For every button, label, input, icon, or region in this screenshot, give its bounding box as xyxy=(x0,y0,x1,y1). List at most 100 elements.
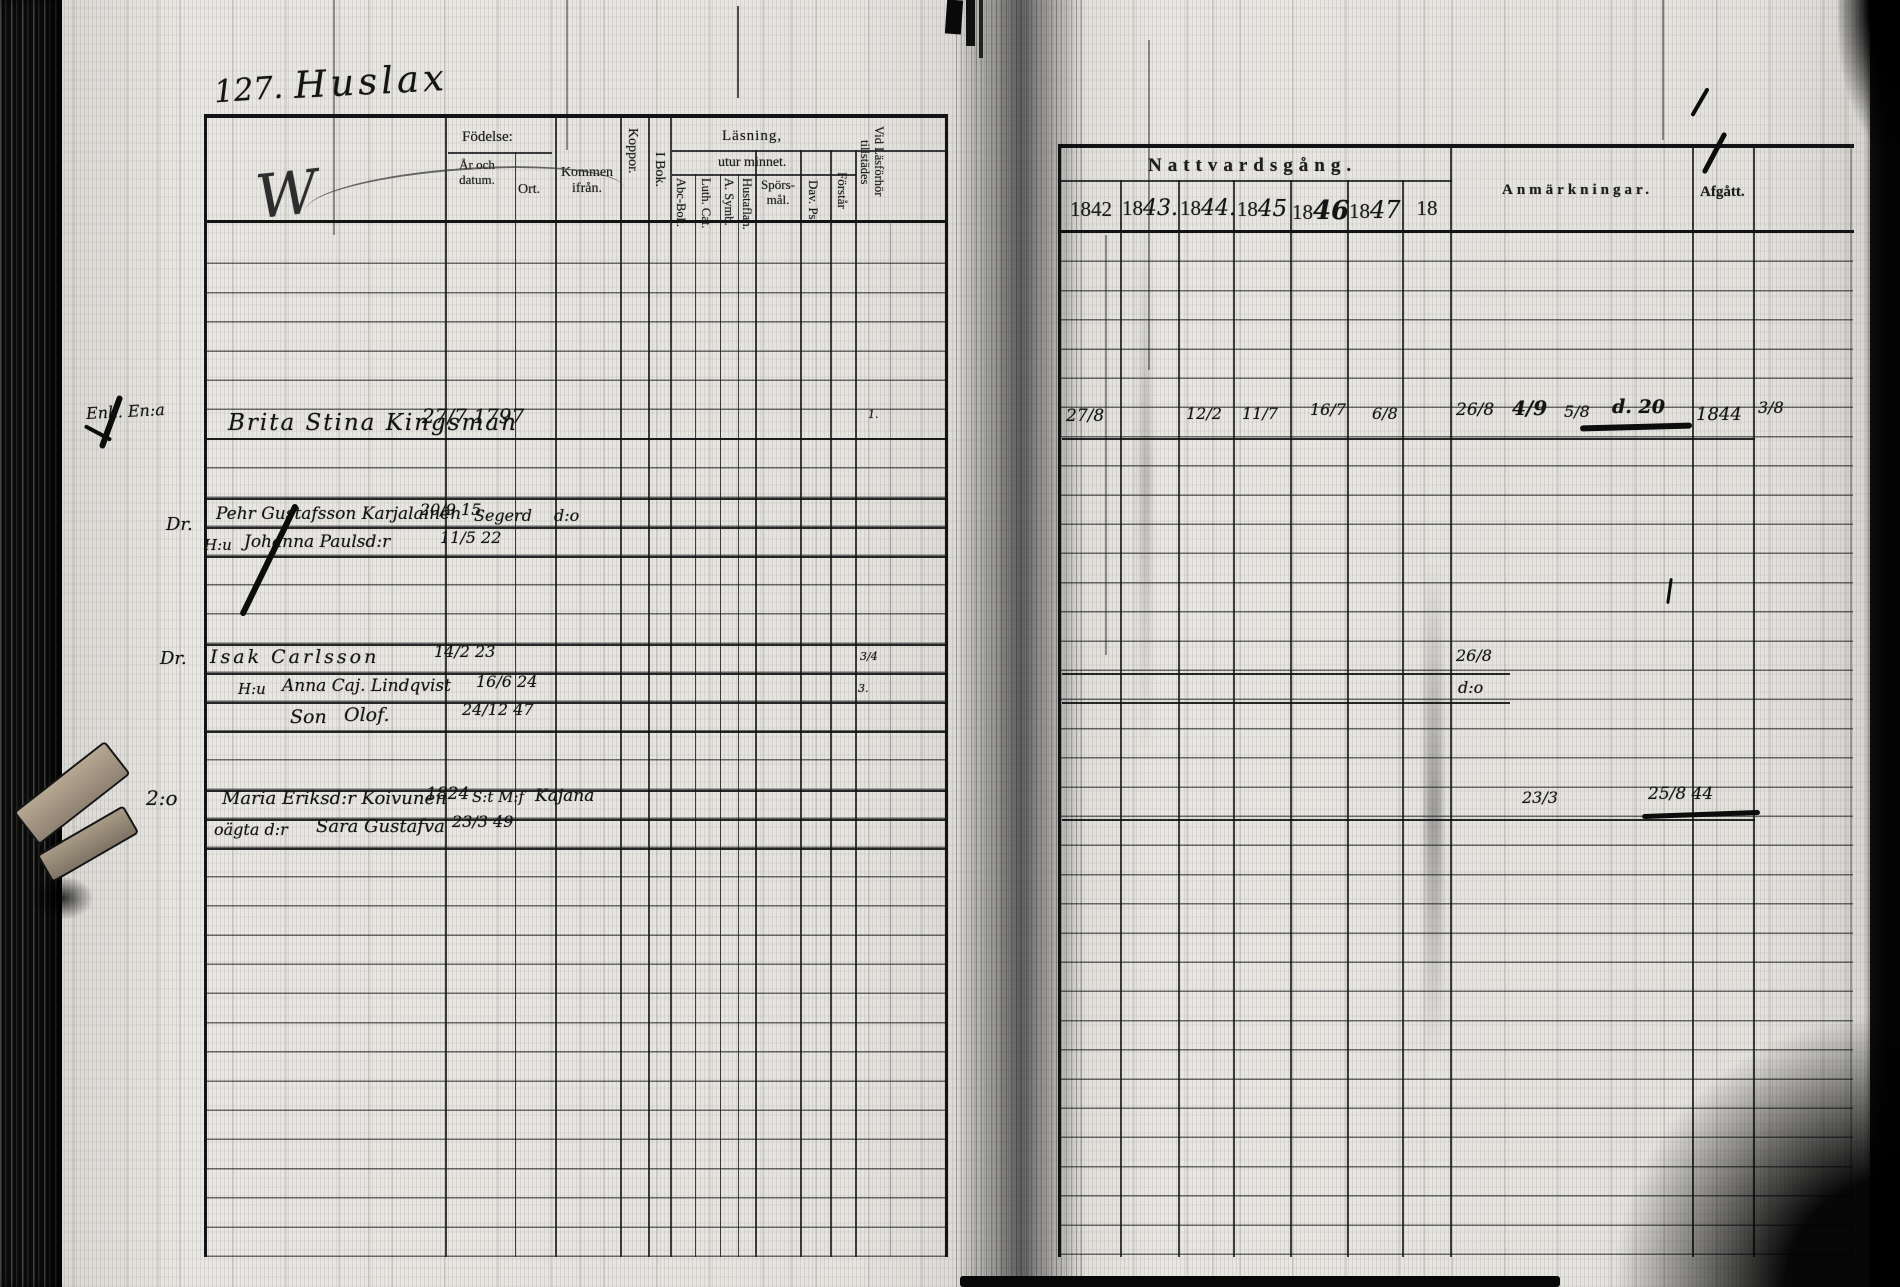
note-mark: 25/8 44 xyxy=(1648,784,1714,804)
forstar-header: Förstår xyxy=(835,172,850,209)
column-line xyxy=(555,114,557,1257)
row-lines-left-page xyxy=(206,235,946,1257)
vid-lasforhor-header-line1: Vid Läsförhör xyxy=(872,126,886,197)
record-margin-note: Dr. xyxy=(166,514,193,535)
scratch-mark xyxy=(566,0,568,150)
year-printed: 1842 xyxy=(1070,197,1112,221)
year-column-line xyxy=(1290,180,1292,1257)
record-name: Sara Gustafva xyxy=(316,816,445,837)
note-mark: 5/8 xyxy=(1564,402,1590,421)
entry-rule xyxy=(207,556,947,559)
record-birth-date: 11/5 22 xyxy=(440,528,502,547)
record-prefix: H:u xyxy=(204,536,232,554)
entry-rule xyxy=(207,819,947,822)
record-name: Isak Carlsson xyxy=(210,646,380,668)
column-line xyxy=(1753,144,1756,1257)
note-mark: 23/3 xyxy=(1522,788,1558,807)
year-column-line xyxy=(1402,180,1404,1257)
communion-mark-1842: 27/8 xyxy=(1066,406,1105,426)
record-birth-date: 23/3 49 xyxy=(452,812,514,831)
abc-bok-header: Abc-Bok. xyxy=(674,178,688,227)
communion-mark-1845: 11/7 xyxy=(1242,404,1278,423)
scratch-mark xyxy=(1662,0,1664,140)
vid-lasforhor-header-line2: tillstädes xyxy=(858,140,872,185)
column-line xyxy=(720,174,722,1257)
year-written: 45 xyxy=(1257,196,1288,222)
attendance-mark: 3. xyxy=(858,682,869,695)
record-origin: Segerd xyxy=(474,506,533,525)
record-name: Brita Stina Kingsman xyxy=(228,410,518,436)
page-number-handwritten: 127. xyxy=(212,69,285,111)
record-birth-date: 20/9 15 xyxy=(420,500,482,519)
table-top-rule-right xyxy=(1058,144,1854,148)
scan-bottom-edge xyxy=(960,1276,1560,1287)
year-column-line xyxy=(1233,180,1235,1257)
scan-corner-shadow xyxy=(1838,0,1900,150)
record-prefix: Son xyxy=(290,706,327,728)
entry-rule xyxy=(207,848,947,851)
fodelse-group-header: Födelse: xyxy=(462,129,513,145)
table-right-edge-left-page xyxy=(945,114,949,1257)
communion-mark-ditto: d:o xyxy=(1458,678,1484,697)
entry-rule xyxy=(207,702,947,705)
year-column-line xyxy=(1120,180,1122,1257)
scratch-mark xyxy=(1148,40,1150,370)
record-name: Olof. xyxy=(344,704,390,726)
gutter-clip-mark xyxy=(979,0,983,58)
record-origin: Kajana xyxy=(535,786,595,806)
entry-rule xyxy=(207,644,947,647)
communion-mark-1846: 16/7 xyxy=(1310,400,1346,419)
entry-rule xyxy=(1062,438,1755,441)
lasning-divider xyxy=(672,150,945,152)
column-line xyxy=(1850,144,1852,1257)
anmarkningar-header: Anmärkningar. xyxy=(1502,182,1654,198)
year-printed: 18 xyxy=(1122,196,1143,220)
entry-rule xyxy=(207,498,947,501)
hustaflan-header: Hustaflan. xyxy=(740,178,754,230)
binding-strap-shadow xyxy=(30,876,94,920)
scratch-mark xyxy=(737,6,740,98)
year-header-1847: 1847 xyxy=(1349,196,1401,224)
column-line xyxy=(670,114,672,1257)
fodelse-divider xyxy=(448,152,552,154)
record-birth-date: 16/6 24 xyxy=(476,672,538,691)
ar-och-datum-header: År och datum. xyxy=(459,157,495,187)
entry-rule xyxy=(207,790,947,793)
note-mark: d. 20 xyxy=(1612,396,1665,418)
record-prefix: H:u xyxy=(238,680,266,698)
column-line xyxy=(445,114,447,1257)
record-name: Pehr Gustafsson Karjalainen xyxy=(216,504,462,524)
year-printed: 18 xyxy=(1236,197,1258,221)
luth-cat-header: Luth. Cat. xyxy=(699,178,713,229)
entry-rule xyxy=(1062,673,1510,676)
year-column-line xyxy=(1178,180,1180,1257)
record-birth-date: 1824 xyxy=(426,784,470,804)
record-birth-date: 24/12 47 xyxy=(462,700,534,719)
gutter-clip-mark xyxy=(966,0,975,46)
year-printed: 18 xyxy=(1180,196,1201,220)
column-line xyxy=(738,174,740,1257)
place-name-handwritten: Huslax xyxy=(292,56,449,107)
communion-mark-18: 26/8 xyxy=(1456,646,1492,665)
entry-rule xyxy=(1062,702,1510,705)
afgatt-year: 1844 xyxy=(1696,404,1742,425)
attendance-mark: 1. xyxy=(868,408,879,421)
year-written: 44. xyxy=(1201,196,1236,221)
entry-rule xyxy=(207,731,947,734)
afgatt-header: Afgått. xyxy=(1700,184,1745,200)
year-printed: 18 xyxy=(1292,200,1313,224)
nattvardsgang-divider xyxy=(1060,180,1452,182)
record-name: Johanna Paulsd:r xyxy=(244,532,391,552)
communion-mark-1844: 12/2 xyxy=(1186,404,1222,423)
kommen-ifran-header: Kommen ifrån. xyxy=(560,165,614,196)
scan-corner-shadow xyxy=(1610,1010,1900,1287)
year-header-1843: 1843. xyxy=(1122,196,1178,221)
table-left-edge xyxy=(204,114,207,1257)
sporsmal-header: Spörs- mål. xyxy=(761,177,795,207)
year-printed: 18 xyxy=(1416,196,1438,220)
entry-rule xyxy=(207,438,947,441)
year-header-18: 18 xyxy=(1404,196,1450,221)
dav-ps-header: Dav. Ps. xyxy=(806,180,821,223)
column-line xyxy=(1450,144,1452,1257)
